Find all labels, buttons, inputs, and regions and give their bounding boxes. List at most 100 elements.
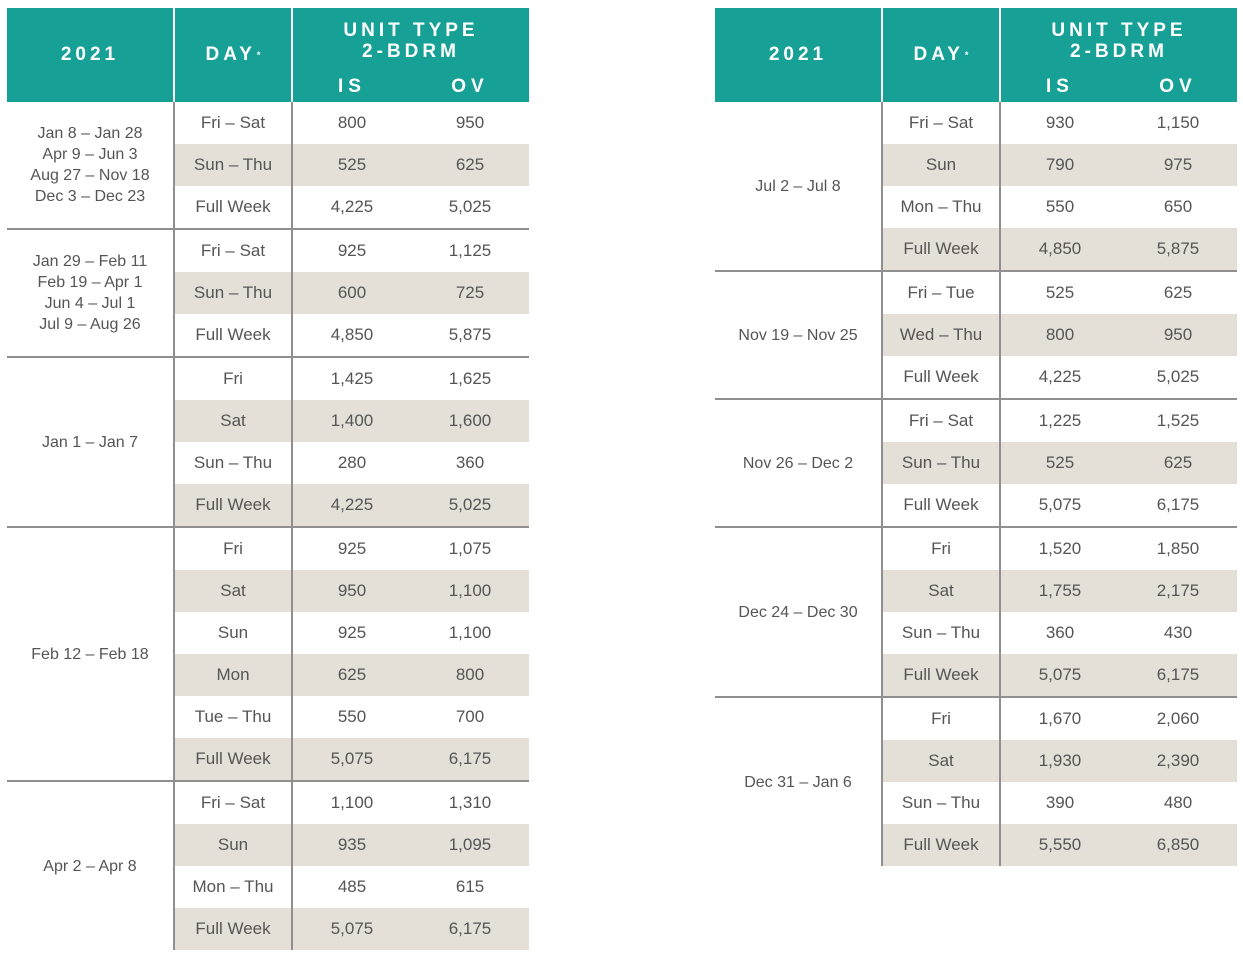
table-row: Fri 925 1,075 bbox=[175, 528, 529, 570]
column-divider bbox=[291, 528, 293, 570]
column-divider bbox=[999, 356, 1001, 398]
ov-points-cell: 975 bbox=[1163, 155, 1193, 174]
column-divider bbox=[999, 442, 1001, 484]
column-divider bbox=[291, 358, 293, 400]
ov-points-cell: 1,150 bbox=[1156, 113, 1200, 132]
column-divider bbox=[999, 484, 1001, 526]
table-row: Fri – Sat 800 950 bbox=[175, 102, 529, 144]
day-cell: Mon – Thu bbox=[192, 877, 274, 896]
column-divider bbox=[999, 228, 1001, 270]
column-divider bbox=[999, 528, 1001, 570]
is-points-cell: 4,850 bbox=[330, 325, 374, 344]
is-points-cell: 950 bbox=[337, 581, 367, 600]
day-header: DAY * bbox=[205, 44, 261, 65]
ov-column-header: OV bbox=[1159, 76, 1197, 97]
is-points-cell: 4,225 bbox=[330, 197, 374, 216]
ov-points-cell: 1,075 bbox=[448, 539, 492, 558]
column-divider bbox=[291, 654, 293, 696]
table-row: Full Week 5,075 6,175 bbox=[883, 484, 1237, 526]
day-cell: Full Week bbox=[195, 749, 271, 768]
date-range: Jan 29 – Feb 11 bbox=[32, 253, 148, 270]
table-row: Full Week 4,850 5,875 bbox=[883, 228, 1237, 270]
date-range: Feb 12 – Feb 18 bbox=[31, 645, 149, 663]
column-divider bbox=[999, 698, 1001, 740]
table-row: Full Week 5,075 6,175 bbox=[883, 654, 1237, 696]
column-divider bbox=[291, 782, 293, 824]
points-table-right: 2021 DAY * UNIT TYPE 2-BDRM IS OV Jul 2 –… bbox=[715, 8, 1237, 866]
ov-points-cell: 6,175 bbox=[1156, 665, 1200, 684]
column-divider bbox=[291, 908, 293, 950]
day-cell: Mon bbox=[216, 665, 250, 684]
table-row: Full Week 4,225 5,025 bbox=[175, 484, 529, 526]
date-range-cell: Jan 29 – Feb 11 Feb 19 – Apr 1 Jun 4 – Jul… bbox=[7, 230, 173, 356]
is-points-cell: 625 bbox=[337, 665, 367, 684]
table-row: Mon 625 800 bbox=[175, 654, 529, 696]
date-group: Apr 2 – Apr 8 Fri – Sat 1,100 1,310 Sun 935 1,… bbox=[7, 782, 529, 950]
day-cell: Fri bbox=[931, 539, 951, 558]
date-group: Jan 1 – Jan 7 Fri 1,425 1,625 Sat 1,400 1,600 S… bbox=[7, 358, 529, 528]
ov-points-cell: 1,095 bbox=[448, 835, 492, 854]
column-divider bbox=[999, 654, 1001, 696]
column-divider bbox=[291, 102, 293, 144]
column-divider bbox=[999, 272, 1001, 314]
is-column-header: IS bbox=[1046, 76, 1074, 97]
date-range-cell: Jan 8 – Jan 28 Apr 9 – Jun 3 Aug 27 – Nov … bbox=[7, 102, 173, 228]
table-row: Sun 935 1,095 bbox=[175, 824, 529, 866]
column-divider bbox=[291, 738, 293, 780]
table-row: Sun – Thu 360 430 bbox=[883, 612, 1237, 654]
table-row: Mon – Thu 550 650 bbox=[883, 186, 1237, 228]
date-group: Dec 24 – Dec 30 Fri 1,520 1,850 Sat 1,755 2,17… bbox=[715, 528, 1237, 698]
header-divider bbox=[999, 8, 1001, 102]
unit-type-header: UNIT TYPE 2-BDRM IS OV bbox=[293, 8, 529, 102]
table-row: Full Week 5,075 6,175 bbox=[175, 738, 529, 780]
table-row: Full Week 4,850 5,875 bbox=[175, 314, 529, 356]
column-divider bbox=[291, 696, 293, 738]
is-points-cell: 1,225 bbox=[1038, 411, 1082, 430]
column-divider bbox=[999, 570, 1001, 612]
date-range: Apr 9 – Jun 3 bbox=[42, 146, 138, 163]
ov-points-cell: 5,025 bbox=[448, 495, 492, 514]
table-row: Full Week 4,225 5,025 bbox=[175, 186, 529, 228]
date-range: Jun 4 – Jul 1 bbox=[44, 295, 136, 312]
day-cell: Full Week bbox=[903, 665, 979, 684]
points-table-left: 2021 DAY * UNIT TYPE 2-BDRM IS OV Jan 8 –… bbox=[7, 8, 529, 950]
is-points-cell: 485 bbox=[337, 877, 367, 896]
year-header: 2021 bbox=[60, 44, 120, 65]
unit-type-subtitle: 2-BDRM bbox=[1070, 41, 1168, 62]
table-row: Full Week 4,225 5,025 bbox=[883, 356, 1237, 398]
table-row: Fri 1,425 1,625 bbox=[175, 358, 529, 400]
is-points-cell: 600 bbox=[337, 283, 367, 302]
date-group: Dec 31 – Jan 6 Fri 1,670 2,060 Sat 1,930 2,390… bbox=[715, 698, 1237, 866]
ov-points-cell: 1,850 bbox=[1156, 539, 1200, 558]
ov-points-cell: 1,100 bbox=[448, 623, 492, 642]
column-divider bbox=[999, 782, 1001, 824]
ov-points-cell: 5,025 bbox=[1156, 367, 1200, 386]
ov-points-cell: 5,875 bbox=[1156, 239, 1200, 258]
day-header: DAY * bbox=[913, 44, 969, 65]
day-cell: Sun bbox=[217, 623, 249, 642]
column-divider bbox=[999, 314, 1001, 356]
is-points-cell: 925 bbox=[337, 623, 367, 642]
table-body: Jan 8 – Jan 28 Apr 9 – Jun 3 Aug 27 – Nov … bbox=[7, 102, 529, 950]
date-range: Jul 9 – Aug 26 bbox=[39, 316, 141, 333]
date-group: Nov 19 – Nov 25 Fri – Tue 525 625 Wed – Thu 8… bbox=[715, 272, 1237, 400]
is-points-cell: 925 bbox=[337, 539, 367, 558]
column-divider bbox=[291, 400, 293, 442]
is-points-cell: 525 bbox=[337, 155, 367, 174]
table-row: Sun – Thu 390 480 bbox=[883, 782, 1237, 824]
table-row: Full Week 5,075 6,175 bbox=[175, 908, 529, 950]
column-divider bbox=[291, 442, 293, 484]
column-divider bbox=[999, 740, 1001, 782]
ov-points-cell: 650 bbox=[1163, 197, 1193, 216]
is-points-cell: 550 bbox=[337, 707, 367, 726]
table-header: 2021 DAY * UNIT TYPE 2-BDRM IS OV bbox=[715, 8, 1237, 102]
day-cell: Mon – Thu bbox=[900, 197, 982, 216]
date-range-cell: Feb 12 – Feb 18 bbox=[7, 528, 173, 780]
column-divider bbox=[291, 144, 293, 186]
table-row: Tue – Thu 550 700 bbox=[175, 696, 529, 738]
date-range-cell: Nov 26 – Dec 2 bbox=[715, 400, 881, 526]
day-cell: Sun – Thu bbox=[901, 453, 981, 472]
is-points-cell: 5,075 bbox=[1038, 665, 1082, 684]
day-cell: Fri – Sat bbox=[200, 241, 266, 260]
day-cell: Fri – Tue bbox=[907, 283, 975, 302]
